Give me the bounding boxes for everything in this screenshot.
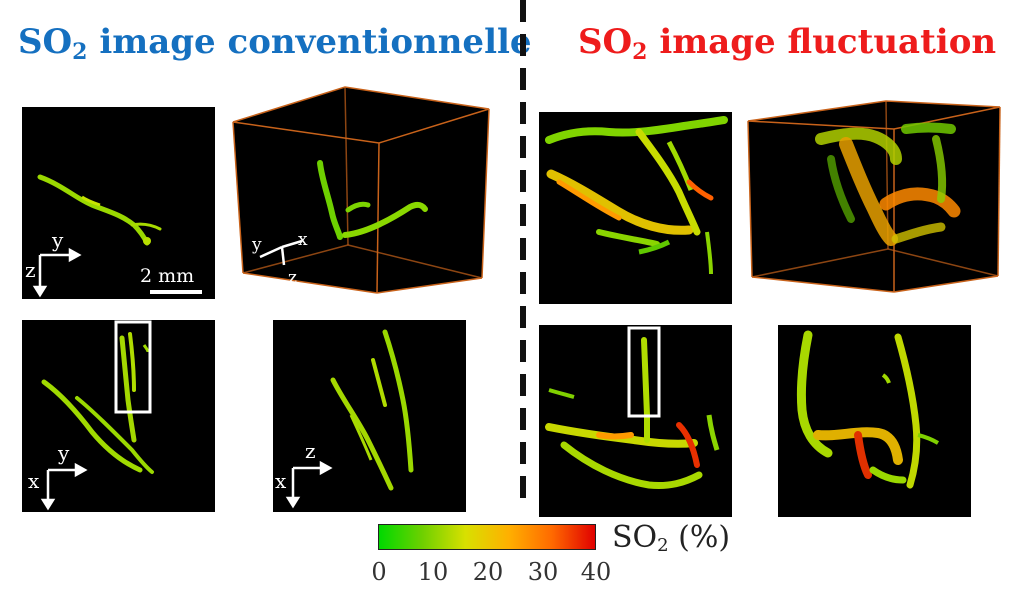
conventional-xz-panel: z x <box>273 320 466 512</box>
vessel-image <box>796 330 940 489</box>
fluctuation-xy-panel <box>539 325 732 517</box>
vessel-image: z x <box>275 329 414 509</box>
conventional-xy-panel: y x <box>22 320 215 512</box>
dashed-divider <box>520 0 526 510</box>
title-conventional: SO2 image conventionnelle <box>18 22 532 65</box>
axis-label-z-3d: z <box>288 268 297 288</box>
colorbar-tick: 10 <box>417 558 449 586</box>
colorbar-tick: 30 <box>527 558 559 586</box>
vessel-image: y z 2 mm <box>25 174 202 298</box>
conventional-3d-cube: y x z <box>232 86 490 294</box>
colorbar-label: SO2 (%) <box>612 520 731 556</box>
axis-label-y: y <box>57 441 70 465</box>
fluctuation-yz-panel <box>539 112 732 304</box>
colorbar-tick: 20 <box>472 558 504 586</box>
fluctuation-xz-panel <box>778 325 971 517</box>
vessel-image <box>545 116 728 275</box>
colorbar-tick: 40 <box>580 558 612 586</box>
colorbar <box>378 524 596 550</box>
roi-box <box>114 320 152 414</box>
axis-label-y-3d: y <box>251 235 262 255</box>
vessel-image <box>545 326 720 489</box>
fluctuation-3d-cube <box>747 100 1001 293</box>
axis-label-z: z <box>25 258 36 282</box>
axis-label-y: y <box>51 228 64 252</box>
vessel-image: y x <box>28 320 154 511</box>
axis-label-x: x <box>28 469 40 493</box>
axis-label-x-3d: x <box>298 230 308 250</box>
scale-bar-label: 2 mm <box>140 265 194 287</box>
axis-label-z: z <box>305 439 316 463</box>
title-fluctuation: SO2 image fluctuation <box>578 22 997 65</box>
axis-label-x: x <box>275 469 287 493</box>
conventional-yz-panel: y z 2 mm <box>22 107 215 299</box>
colorbar-tick: 0 <box>371 558 387 586</box>
roi-box <box>627 326 661 418</box>
